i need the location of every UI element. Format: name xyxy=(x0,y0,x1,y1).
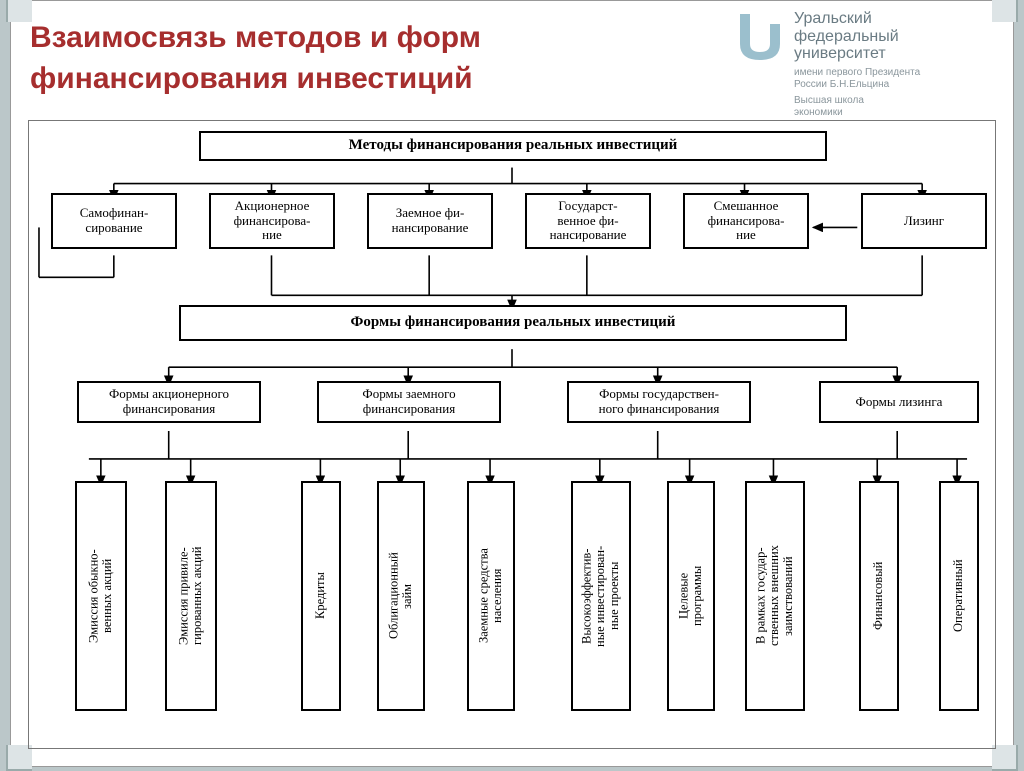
university-logo-block: Уральский федеральный университет имени … xyxy=(736,10,996,119)
form-box-leasing: Формы лизинга xyxy=(819,381,979,423)
leaf-box-public-loans: Заемные средства населения xyxy=(467,481,515,711)
form-box-state: Формы государствен- ного финансирования xyxy=(567,381,751,423)
leaf-box-operating-leasing: Оперативный xyxy=(939,481,979,711)
logo-subtitle: Высшая школа экономики xyxy=(794,95,920,119)
logo-line: университет xyxy=(794,45,920,63)
logo-subtitle: имени первого Президента России Б.Н.Ельц… xyxy=(794,67,920,91)
leaf-box-common-shares: Эмиссия обыкно- венных акций xyxy=(75,481,127,711)
logo-line: федеральный xyxy=(794,28,920,46)
form-box-equity: Формы акционерного финансирования xyxy=(77,381,261,423)
form-box-debt: Формы заемного финансирования xyxy=(317,381,501,423)
logo-icon xyxy=(736,10,784,70)
leaf-box-target-programs: Целевые программы xyxy=(667,481,715,711)
leaf-box-external-loans: В рамках государ- ственных внешних заимс… xyxy=(745,481,805,711)
logo-text: Уральский федеральный университет имени … xyxy=(794,10,920,119)
leaf-box-credits: Кредиты xyxy=(301,481,341,711)
logo-line: Уральский xyxy=(794,10,920,28)
leaf-box-highefficiency: Высокоэффектив- ные инвестирован- ные пр… xyxy=(571,481,631,711)
title-line-1: Взаимосвязь методов и форм xyxy=(30,21,481,54)
slide-page: Взаимосвязь методов и форм финансировани… xyxy=(10,0,1014,767)
title-line-2: финансирования инвестиций xyxy=(30,62,473,95)
method-box-equity: Акционерное финансирова- ние xyxy=(209,193,335,249)
method-box-state: Государст- венное фи- нансирование xyxy=(525,193,651,249)
leaf-box-bonds: Облигационный займ xyxy=(377,481,425,711)
leaf-box-pref-shares: Эмиссия привиле- гированных акций xyxy=(165,481,217,711)
methods-header-box: Методы финансирования реальных инвестици… xyxy=(199,131,827,161)
flowchart-diagram: Методы финансирования реальных инвестици… xyxy=(28,120,996,749)
method-box-mixed: Смешанное финансирова- ние xyxy=(683,193,809,249)
leaf-box-financial-leasing: Финансовый xyxy=(859,481,899,711)
method-box-debt: Заемное фи- нансирование xyxy=(367,193,493,249)
method-box-selffinance: Самофинан- сирование xyxy=(51,193,177,249)
slide-title: Взаимосвязь методов и форм финансировани… xyxy=(30,18,730,99)
method-box-leasing: Лизинг xyxy=(861,193,987,249)
forms-header-box: Формы финансирования реальных инвестиций xyxy=(179,305,847,341)
corner-decoration xyxy=(6,0,32,22)
